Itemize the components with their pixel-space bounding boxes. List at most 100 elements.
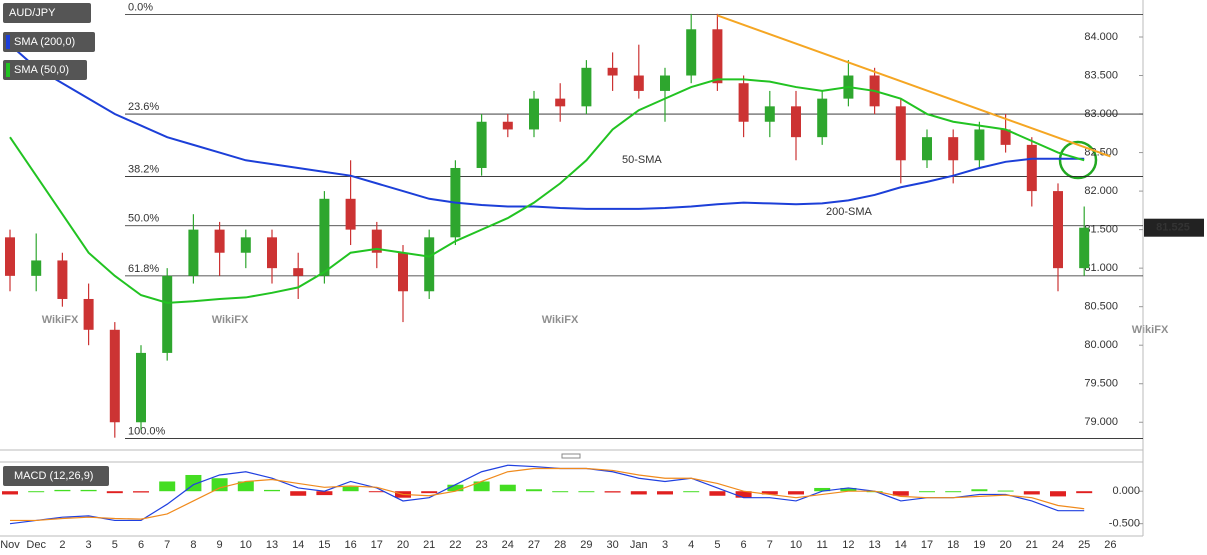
- candle-body: [633, 75, 644, 91]
- x-tick-label: 23: [475, 539, 487, 551]
- candle-body: [267, 237, 277, 269]
- x-tick-label: 19: [973, 539, 985, 551]
- candle-body: [240, 237, 251, 253]
- macd-histogram-bar: [552, 491, 569, 493]
- candle-body: [1026, 144, 1037, 192]
- macd-histogram-bar: [788, 491, 804, 495]
- candle-body: [5, 237, 15, 276]
- macd-histogram-bar: [683, 491, 700, 493]
- x-tick-label: 16: [344, 539, 356, 551]
- legend-box: [3, 466, 109, 486]
- candle-body: [319, 198, 330, 276]
- macd-histogram-bar: [945, 491, 962, 493]
- macd-histogram-bar: [997, 490, 1014, 492]
- macd-histogram-bar: [526, 489, 542, 492]
- macd-histogram-bar: [919, 491, 935, 493]
- candle-body: [686, 29, 697, 76]
- macd-line: [9, 464, 1085, 525]
- x-tick-label: 21: [1026, 539, 1038, 551]
- x-tick-label: 11: [816, 539, 827, 551]
- x-tick-label: 21: [423, 539, 435, 551]
- candle-body: [476, 121, 487, 168]
- x-tick-label: 18: [947, 539, 959, 551]
- y-tick-label: 80.000: [1084, 339, 1118, 351]
- macd-histogram-bar: [499, 484, 516, 492]
- watermark: WikiFX: [542, 314, 579, 326]
- y-tick-label: 84.000: [1084, 31, 1118, 43]
- candle-body: [817, 98, 828, 138]
- macd-histogram-bar: [54, 489, 71, 492]
- macd-histogram-bar: [237, 481, 254, 492]
- candle-body: [791, 106, 801, 138]
- macd-histogram-bar: [578, 491, 595, 493]
- watermark: WikiFX: [1132, 324, 1169, 336]
- x-tick-label: 8: [190, 539, 196, 551]
- y-tick-label: 79.500: [1084, 378, 1118, 390]
- x-tick-label: 6: [138, 539, 144, 551]
- candle-body: [502, 121, 513, 130]
- legend-entry: SMA (50,0): [14, 64, 69, 76]
- macd-histogram-bar: [2, 491, 18, 495]
- fib-label: 100.0%: [128, 425, 166, 437]
- candle-body: [424, 237, 435, 292]
- candle-body: [57, 260, 68, 299]
- candle-body: [1079, 227, 1090, 269]
- legend-box: [3, 32, 95, 52]
- fib-label: 23.6%: [128, 101, 159, 113]
- candle-body: [1000, 129, 1011, 145]
- macd-histogram-bar: [316, 491, 333, 496]
- candle-body: [293, 268, 304, 276]
- x-tick-label: 22: [449, 539, 461, 551]
- x-tick-label: 10: [240, 539, 252, 551]
- y-tick-label: 0.000: [1112, 485, 1140, 497]
- x-tick-label: 3: [662, 539, 668, 551]
- x-tick-label: 7: [164, 539, 170, 551]
- candle-body: [974, 129, 985, 161]
- x-tick-label: Nov: [0, 539, 20, 551]
- fib-label: 38.2%: [128, 163, 159, 175]
- last-price-label: 81.525: [1156, 222, 1190, 234]
- macd-histogram-bar: [657, 491, 673, 495]
- macd-histogram-bar: [814, 487, 831, 492]
- macd-histogram-bar: [447, 484, 464, 492]
- x-tick-label: Dec: [26, 539, 46, 551]
- candle-body: [581, 67, 592, 107]
- x-tick-label: 27: [528, 539, 540, 551]
- x-tick-label: 17: [921, 539, 933, 551]
- macd-title: MACD (12,26,9): [14, 470, 93, 482]
- x-tick-label: 20: [999, 539, 1011, 551]
- macd-histogram-bar: [1076, 491, 1093, 494]
- macd-histogram-bar: [971, 489, 988, 492]
- macd-histogram-bar: [106, 491, 123, 494]
- macd-histogram-bar: [630, 491, 647, 495]
- macd-histogram-bar: [473, 481, 490, 492]
- last-price-box: [1144, 218, 1204, 237]
- y-tick-label: 80.500: [1084, 301, 1118, 313]
- macd-histogram-bar: [342, 486, 359, 492]
- fib-label: 0.0%: [128, 2, 153, 14]
- x-tick-label: 24: [1052, 539, 1064, 551]
- macd-histogram-bar: [159, 481, 176, 492]
- candle-body: [764, 106, 775, 122]
- candle-body: [922, 137, 932, 161]
- panel-resize-handle[interactable]: [561, 453, 581, 459]
- macd-histogram-bar: [1050, 491, 1066, 497]
- x-tick-label: 24: [502, 539, 514, 551]
- y-tick-label: -0.500: [1109, 518, 1140, 530]
- watermark: WikiFX: [42, 314, 79, 326]
- macd-histogram-bar: [1023, 491, 1040, 495]
- macd-histogram-bar: [840, 487, 857, 492]
- candle-body: [895, 106, 906, 161]
- sma-line: [9, 43, 1085, 210]
- legend-swatch: [6, 35, 10, 49]
- x-tick-label: 29: [580, 539, 592, 551]
- x-tick-label: 2: [59, 539, 65, 551]
- x-tick-label: 25: [1078, 539, 1090, 551]
- candle-body: [136, 352, 146, 423]
- candle-body: [162, 275, 173, 353]
- x-tick-label: 7: [767, 539, 773, 551]
- macd-histogram-bar: [604, 491, 621, 493]
- x-tick-label: 20: [397, 539, 409, 551]
